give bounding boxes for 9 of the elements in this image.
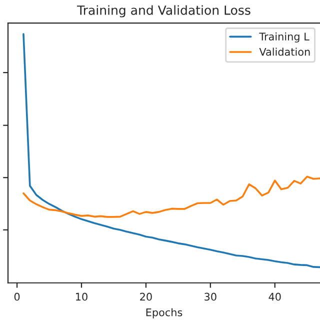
chart-title: Training and Validation Loss	[77, 5, 250, 18]
legend-label: Validation	[259, 48, 310, 56]
x-tick-label: 20	[140, 292, 152, 301]
legend-label: Training L	[259, 32, 310, 42]
x-axis-title: Epochs	[146, 308, 182, 318]
x-tick-label: 10	[76, 292, 88, 301]
x-tick-label: 40	[268, 292, 281, 301]
x-tick-label: 0	[14, 292, 20, 301]
x-tick-label: 30	[204, 292, 216, 301]
